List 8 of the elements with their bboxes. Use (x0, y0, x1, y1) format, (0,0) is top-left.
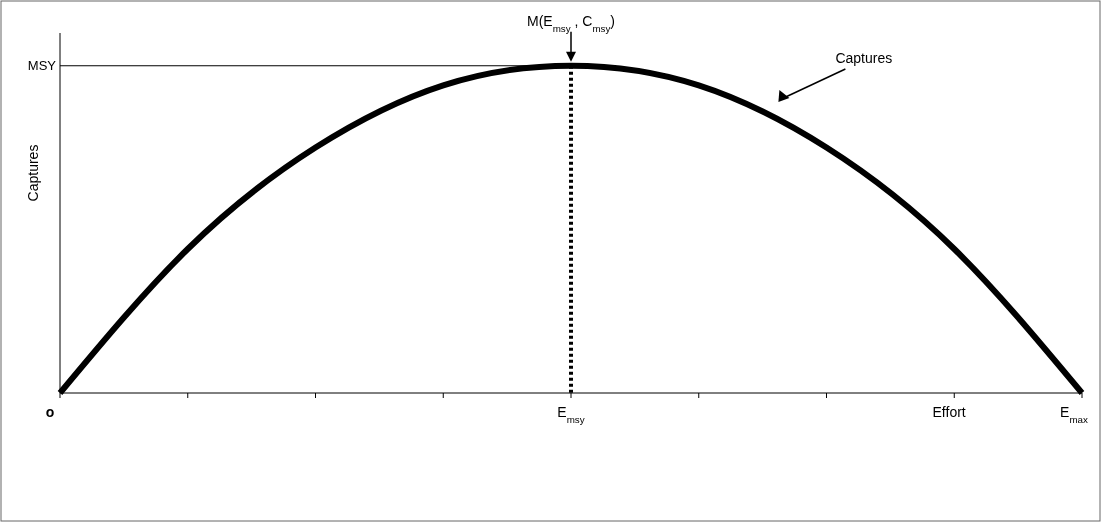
x-tick-label: o (45, 404, 55, 420)
ref-line-label: MSY (27, 58, 57, 74)
x-tick-label: E$_{max}$ (1060, 404, 1089, 425)
x-tick-label: E$_{msy}$ (557, 404, 585, 425)
y-axis-title: Captures (25, 144, 41, 202)
annotation: Captures (835, 50, 893, 66)
x-axis-title: Effort (932, 404, 966, 420)
annotation: M(E$_{msy}$ , C$_{msy}$) (526, 12, 616, 34)
